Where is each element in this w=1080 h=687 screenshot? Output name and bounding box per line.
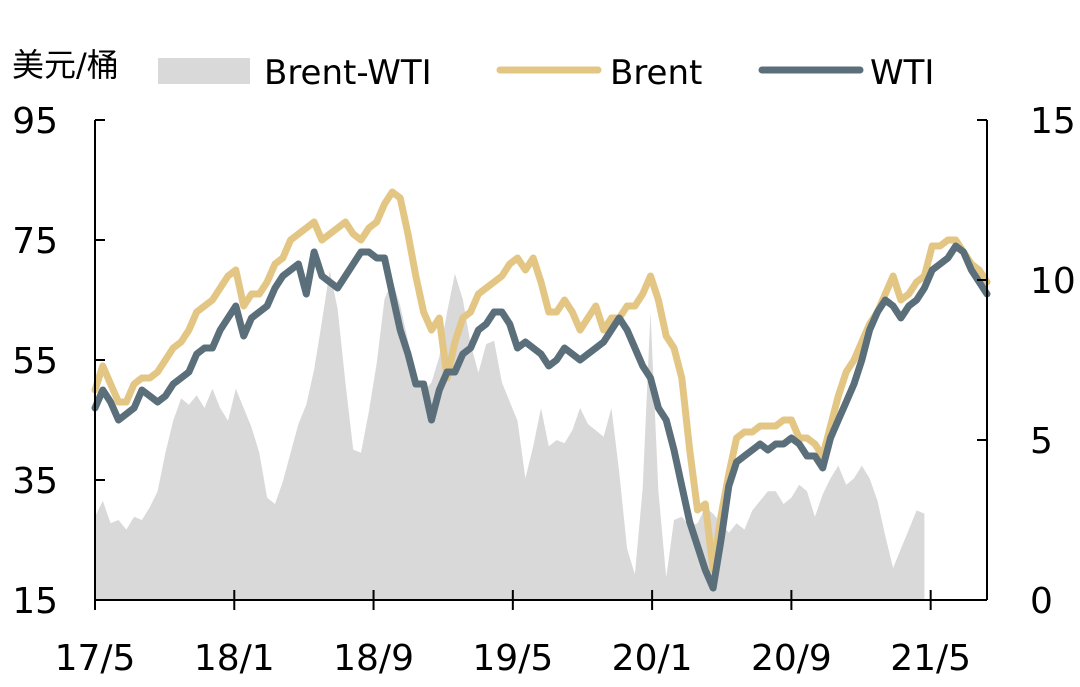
plot-area <box>91 188 991 600</box>
y-axis-unit-label: 美元/桶 <box>12 46 119 84</box>
x-tick-label: 18/1 <box>194 638 275 679</box>
legend-label-wti: WTI <box>870 53 934 93</box>
y-right-tick-label: 15 <box>1030 101 1076 142</box>
y-left-tick-label: 55 <box>12 341 58 382</box>
y-right-tick-label: 10 <box>1030 261 1076 302</box>
y-left-tick-label: 15 <box>12 581 58 622</box>
x-tick-label: 20/9 <box>751 638 832 679</box>
x-tick-label: 17/5 <box>55 638 136 679</box>
axis-ticks: 95 75 55 35 15 15 10 5 0 17/5 18/1 18/9 19/5 20/1 20/9… <box>12 101 1076 679</box>
x-tick-label: 20/1 <box>612 638 693 679</box>
legend-label-spread: Brent-WTI <box>264 53 432 93</box>
y-left-tick-label: 95 <box>12 101 58 142</box>
x-tick-label: 18/9 <box>333 638 414 679</box>
legend-label-brent: Brent <box>610 53 702 93</box>
y-right-tick-label: 5 <box>1030 421 1053 462</box>
series-line-brent <box>91 188 991 574</box>
y-left-tick-label: 75 <box>12 221 58 262</box>
legend-swatch-spread <box>158 58 250 84</box>
series-line-wti <box>91 242 991 592</box>
y-left-tick-label: 35 <box>12 461 58 502</box>
x-tick-label: 19/5 <box>472 638 553 679</box>
y-right-tick-label: 0 <box>1030 581 1053 622</box>
series-area-brent-wti <box>95 270 925 600</box>
legend: Brent-WTI Brent WTI <box>158 53 934 93</box>
x-tick-label: 21/5 <box>890 638 971 679</box>
